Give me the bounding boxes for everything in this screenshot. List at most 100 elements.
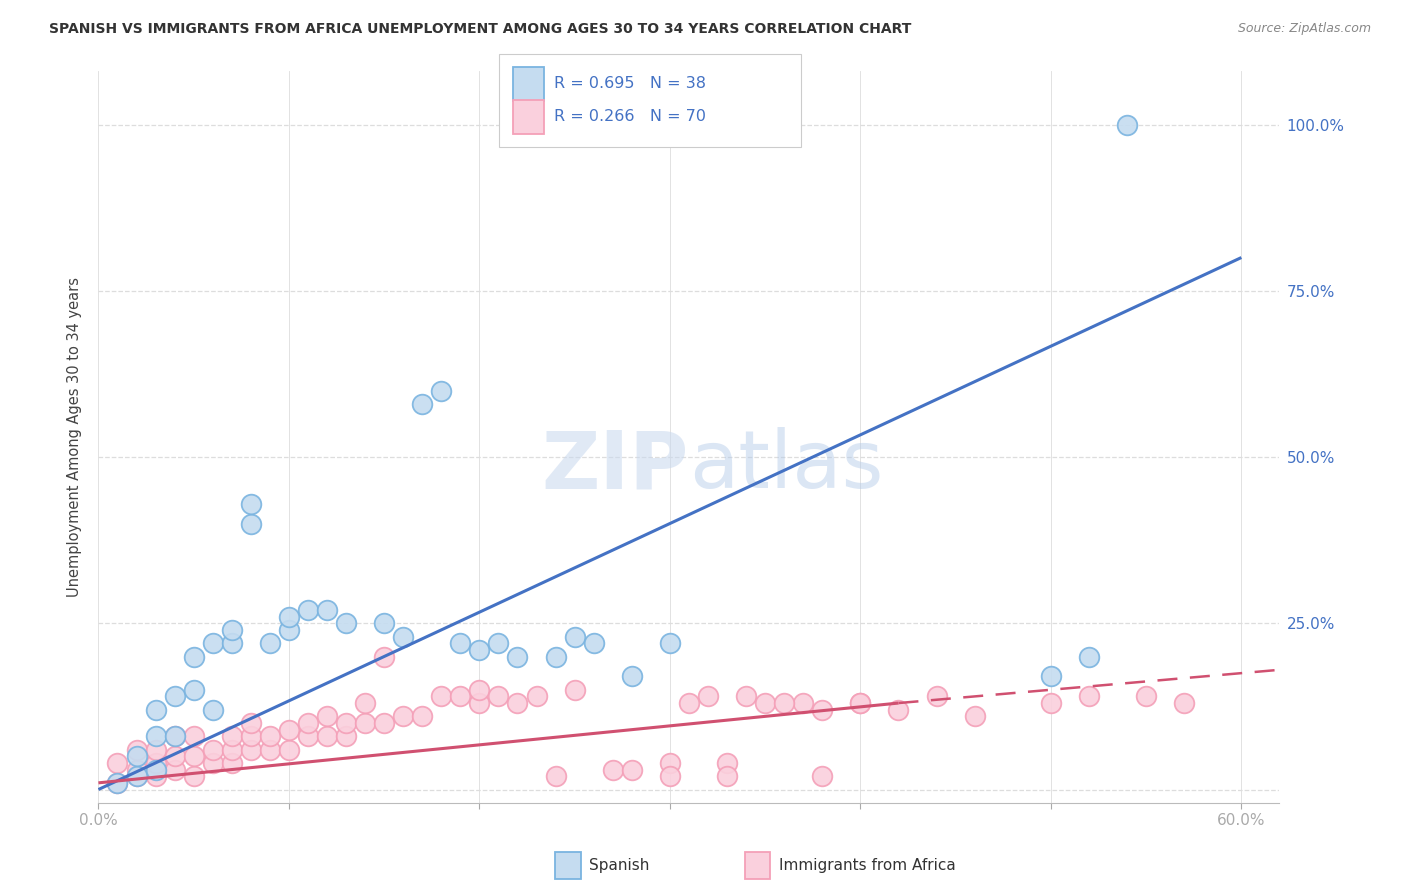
Point — [183, 682, 205, 697]
Point — [526, 690, 548, 704]
Point — [564, 682, 586, 697]
Point — [145, 769, 167, 783]
Point — [658, 769, 681, 783]
Point — [145, 703, 167, 717]
Point — [125, 749, 148, 764]
Point — [602, 763, 624, 777]
Point — [239, 742, 262, 756]
Point — [1039, 696, 1062, 710]
Point — [163, 729, 186, 743]
Point — [183, 649, 205, 664]
Point — [183, 769, 205, 783]
Point — [506, 696, 529, 710]
Point — [201, 756, 224, 770]
Point — [411, 397, 433, 411]
Point — [582, 636, 605, 650]
Point — [697, 690, 720, 704]
Point — [239, 497, 262, 511]
Text: Immigrants from Africa: Immigrants from Africa — [779, 858, 956, 872]
Point — [163, 729, 186, 743]
Point — [316, 729, 339, 743]
Point — [125, 742, 148, 756]
Point — [297, 603, 319, 617]
Point — [925, 690, 948, 704]
Point — [277, 609, 299, 624]
Point — [297, 729, 319, 743]
Point — [145, 756, 167, 770]
Point — [658, 636, 681, 650]
Point — [221, 636, 243, 650]
Point — [335, 729, 357, 743]
Point — [163, 749, 186, 764]
Point — [163, 763, 186, 777]
Point — [221, 729, 243, 743]
Point — [1173, 696, 1195, 710]
Point — [145, 729, 167, 743]
Point — [145, 763, 167, 777]
Point — [1039, 669, 1062, 683]
Point — [887, 703, 910, 717]
Point — [849, 696, 872, 710]
Point — [811, 769, 834, 783]
Point — [963, 709, 986, 723]
Point — [239, 516, 262, 531]
Point — [620, 669, 643, 683]
Point — [392, 709, 415, 723]
Point — [716, 756, 738, 770]
Point — [221, 742, 243, 756]
Text: ZIP: ZIP — [541, 427, 689, 506]
Point — [773, 696, 796, 710]
Point — [1135, 690, 1157, 704]
Point — [107, 756, 129, 770]
Point — [449, 690, 471, 704]
Text: R = 0.695   N = 38: R = 0.695 N = 38 — [554, 77, 706, 91]
Point — [430, 690, 453, 704]
Point — [145, 742, 167, 756]
Point — [316, 603, 339, 617]
Point — [468, 643, 491, 657]
Point — [335, 616, 357, 631]
Point — [125, 769, 148, 783]
Point — [1116, 118, 1139, 132]
Point — [620, 763, 643, 777]
Point — [488, 690, 510, 704]
Point — [107, 776, 129, 790]
Point — [1078, 649, 1101, 664]
Point — [488, 636, 510, 650]
Point — [239, 716, 262, 731]
Point — [239, 729, 262, 743]
Point — [163, 690, 186, 704]
Point — [754, 696, 776, 710]
Point — [430, 384, 453, 398]
Point — [259, 729, 281, 743]
Point — [544, 769, 567, 783]
Point — [468, 696, 491, 710]
Point — [373, 716, 395, 731]
Point — [658, 756, 681, 770]
Point — [259, 742, 281, 756]
Point — [392, 630, 415, 644]
Point — [221, 623, 243, 637]
Point — [544, 649, 567, 664]
Point — [259, 636, 281, 650]
Point — [335, 716, 357, 731]
Text: Source: ZipAtlas.com: Source: ZipAtlas.com — [1237, 22, 1371, 36]
Point — [449, 636, 471, 650]
Point — [125, 763, 148, 777]
Point — [468, 682, 491, 697]
Point — [221, 756, 243, 770]
Point — [183, 729, 205, 743]
Point — [373, 616, 395, 631]
Point — [849, 696, 872, 710]
Point — [107, 776, 129, 790]
Point — [201, 742, 224, 756]
Text: atlas: atlas — [689, 427, 883, 506]
Text: SPANISH VS IMMIGRANTS FROM AFRICA UNEMPLOYMENT AMONG AGES 30 TO 34 YEARS CORRELA: SPANISH VS IMMIGRANTS FROM AFRICA UNEMPL… — [49, 22, 911, 37]
Point — [411, 709, 433, 723]
Point — [277, 723, 299, 737]
Point — [277, 742, 299, 756]
Point — [125, 769, 148, 783]
Point — [564, 630, 586, 644]
Point — [297, 716, 319, 731]
Y-axis label: Unemployment Among Ages 30 to 34 years: Unemployment Among Ages 30 to 34 years — [67, 277, 83, 597]
